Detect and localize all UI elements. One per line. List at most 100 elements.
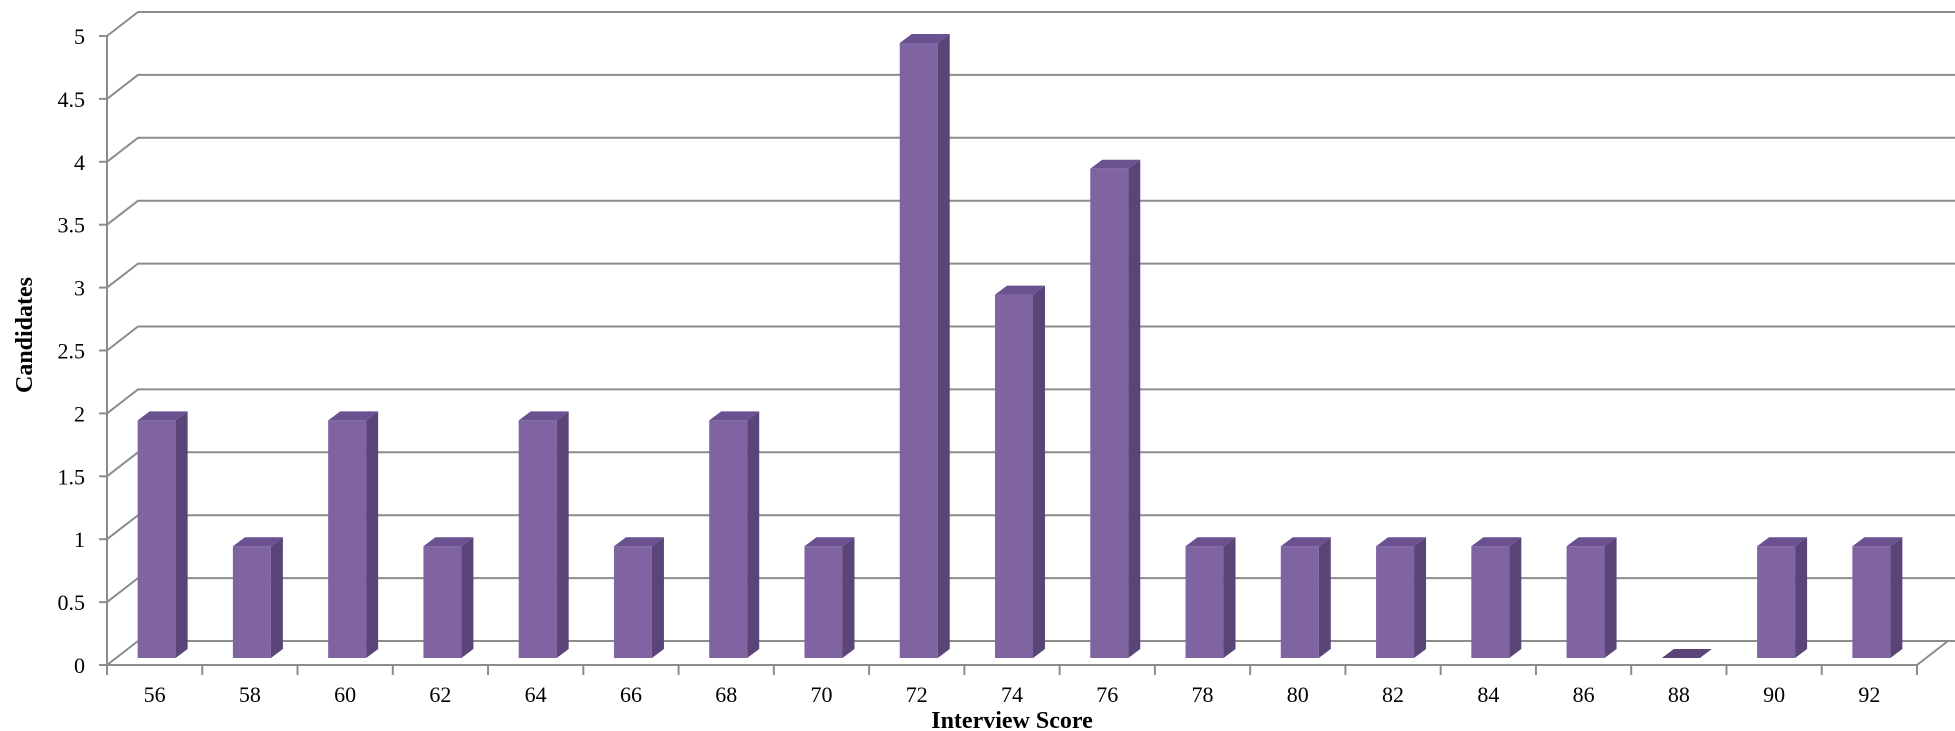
bar-front (995, 294, 1033, 658)
bar (1852, 537, 1903, 658)
bar-side (556, 411, 569, 658)
x-tick-label: 90 (1763, 682, 1785, 707)
bar-side (175, 411, 188, 658)
bar-top (709, 411, 760, 421)
x-tick-label: 72 (906, 682, 928, 707)
bar-side (1414, 537, 1427, 658)
bar-side (842, 537, 855, 658)
bar-front (137, 420, 176, 658)
y-tick-label: 4 (74, 150, 85, 175)
bar-side (747, 411, 760, 658)
bar-front (804, 546, 843, 658)
bar (1280, 537, 1331, 658)
bar (1661, 649, 1712, 658)
bar (613, 537, 664, 658)
bar-front (899, 43, 938, 658)
x-tick-label: 62 (429, 682, 451, 707)
tick-labels: 0 0.5 1 1.5 2 2.5 3 3.5 4 4.5 5 56 58 60 62 64 66 68 70 72 7… (58, 24, 1881, 707)
bar-side (1033, 285, 1045, 658)
bar (137, 411, 188, 658)
bar (1185, 537, 1236, 658)
x-tick-label: 88 (1668, 682, 1690, 707)
bar (899, 34, 950, 658)
y-tick-label: 2 (74, 401, 85, 426)
y-tick-label: 3.5 (58, 213, 86, 238)
gridline (106, 262, 1955, 289)
bar (709, 411, 760, 658)
bar-top (423, 537, 474, 547)
bar-top (1471, 537, 1522, 547)
bar-top (518, 411, 569, 421)
bar-front (613, 546, 652, 658)
bar-top (1566, 537, 1617, 547)
bar-front (518, 420, 557, 658)
bar-top (328, 411, 379, 421)
y-tick-label: 2.5 (58, 339, 86, 364)
bar-side (1509, 537, 1522, 658)
bar-front (709, 420, 748, 658)
x-tick-label: 78 (1192, 682, 1214, 707)
bar-top (1661, 649, 1712, 658)
x-tick-label: 68 (715, 682, 737, 707)
bar (518, 411, 569, 658)
bar (1090, 159, 1141, 659)
bar-front (423, 546, 462, 658)
bar-side (1128, 159, 1141, 659)
bar-top (232, 537, 283, 547)
x-tick-label: 66 (620, 682, 642, 707)
bar-front (1566, 546, 1605, 658)
bar-top (995, 285, 1045, 295)
bar (328, 411, 379, 658)
bar-side (651, 537, 664, 658)
y-axis-title: Candidates (12, 277, 38, 393)
y-tick-label: 1 (74, 527, 85, 552)
x-tick-label: 58 (239, 682, 261, 707)
bar-top (804, 537, 855, 547)
bars (137, 34, 1903, 659)
bar-front (328, 420, 367, 658)
bar-front (1757, 546, 1796, 658)
gridline (106, 199, 1955, 226)
y-tick-label: 0.5 (58, 590, 86, 615)
bar (995, 285, 1045, 658)
bar-front (1852, 546, 1891, 658)
bar-side (366, 411, 379, 658)
bar-front (1280, 546, 1319, 658)
bar (1376, 537, 1427, 658)
y-tick-label: 1.5 (58, 464, 86, 489)
bar-top (1090, 159, 1141, 169)
bar-front (232, 546, 271, 658)
bar-top (1376, 537, 1427, 547)
bar-top (1757, 537, 1808, 547)
x-tick-label: 84 (1477, 682, 1499, 707)
x-tick-label: 80 (1287, 682, 1309, 707)
bar (804, 537, 855, 658)
x-tick-label: 86 (1573, 682, 1595, 707)
bar-side (1890, 537, 1903, 658)
x-tick-label: 92 (1858, 682, 1880, 707)
bar-top (899, 34, 950, 43)
x-tick-label: 74 (1001, 682, 1023, 707)
x-axis-title: Interview Score (931, 708, 1093, 731)
y-tick-label: 4.5 (58, 87, 86, 112)
x-tick-label: 76 (1096, 682, 1118, 707)
gridline (106, 388, 1955, 415)
bar-top (613, 537, 664, 547)
bar-top (1852, 537, 1903, 547)
gridline (106, 73, 1955, 100)
bar (423, 537, 474, 658)
bar-front (1376, 546, 1415, 658)
x-tick-label: 64 (525, 682, 547, 707)
bar-side (461, 537, 474, 658)
axes (99, 35, 1949, 675)
bar (1566, 537, 1617, 658)
bar-front (1185, 546, 1224, 658)
bar (1757, 537, 1808, 658)
bar-side (1318, 537, 1331, 658)
bar-top (137, 411, 188, 421)
bar-side (270, 537, 283, 658)
x-tick-label: 82 (1382, 682, 1404, 707)
floor-edge-line (1916, 640, 1949, 666)
